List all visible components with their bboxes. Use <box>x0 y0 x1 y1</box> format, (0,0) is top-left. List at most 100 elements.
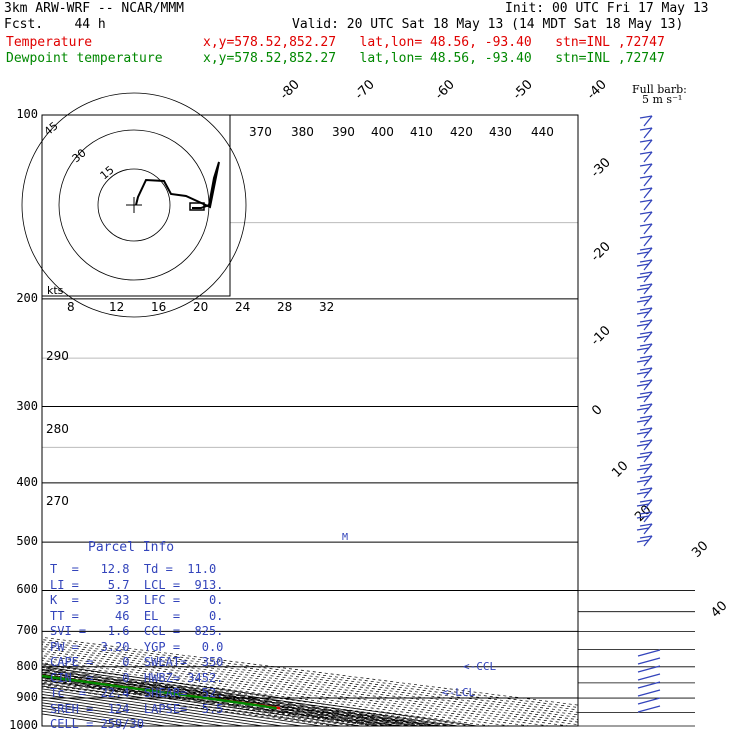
wind-barb <box>639 295 653 299</box>
dry-adiabat <box>42 641 578 711</box>
wind-barb <box>643 211 653 223</box>
wind-barb-low <box>637 705 661 713</box>
wind-barb <box>639 319 653 323</box>
wind-barb <box>643 259 653 271</box>
parcel-info-row: SVI = 1.6 CCL = 825. <box>50 624 224 638</box>
wind-barb <box>636 539 650 543</box>
parcel-info-panel: Parcel Info T = 12.8 Td = 11.0 LI = 5.7 L… <box>44 538 230 731</box>
dewpoint-line <box>42 674 277 710</box>
wind-barb <box>643 535 653 547</box>
wind-barb-low <box>637 665 661 673</box>
wind-barb <box>636 515 650 519</box>
wind-barb-low <box>637 689 661 697</box>
isotherm-label: -80 <box>277 77 303 103</box>
wind-barb <box>639 307 653 311</box>
wind-barb <box>639 331 653 335</box>
wind-barb <box>643 115 653 127</box>
pressure-label: 1000 <box>9 718 38 732</box>
hodograph-trace <box>135 161 220 209</box>
wind-barb <box>639 439 653 443</box>
pressure-label: 100 <box>16 107 38 121</box>
wind-barb <box>636 407 650 411</box>
wind-barb <box>639 535 653 539</box>
hodograph-ring <box>97 168 171 242</box>
wind-barb <box>639 163 653 167</box>
wind-barb <box>639 127 653 131</box>
wind-barb <box>639 283 653 287</box>
wind-barb <box>636 287 650 291</box>
isotherm-label: -40 <box>584 77 610 103</box>
wind-barb <box>639 139 653 143</box>
theta-label: 440 <box>531 125 554 139</box>
wind-barb <box>639 511 653 515</box>
wind-barb <box>639 271 653 275</box>
wind-barb <box>639 403 653 407</box>
wind-barb <box>643 463 653 475</box>
hodograph-x-label: 32 <box>319 300 334 314</box>
parcel-info-row: CAPE = 0 SWEAT= 350 <box>50 655 224 669</box>
wind-barb <box>643 379 653 391</box>
pressure-label: 900 <box>16 690 38 705</box>
hodograph-unit: kts <box>47 284 64 297</box>
wind-barb <box>643 295 653 307</box>
wind-barb-low <box>637 649 661 657</box>
wind-barb-low <box>637 673 661 681</box>
lcl-annotation: <-LCL <box>442 686 475 699</box>
wind-barb <box>639 379 653 383</box>
wind-barb <box>639 355 653 359</box>
theta-label: 270 <box>46 494 69 508</box>
wind-barb <box>643 199 653 211</box>
ccl-annotation: <-CCL <box>463 660 496 673</box>
wind-barb <box>639 247 653 251</box>
theta-label: 290 <box>46 349 69 363</box>
moist-adiabat <box>42 677 396 726</box>
mixing-ratio-line <box>42 680 364 726</box>
wind-barb <box>643 187 653 199</box>
wind-barb <box>643 511 653 523</box>
isotherm-label: 40 <box>708 599 730 621</box>
wind-barb <box>639 367 653 371</box>
parcel-info-row: LI = 5.7 LCL = 913. <box>50 577 224 592</box>
wind-barb <box>643 163 653 175</box>
dry-adiabat <box>42 639 578 708</box>
plot-frame <box>41 114 579 727</box>
dry-adiabat <box>42 657 569 726</box>
wind-barb <box>636 527 650 531</box>
wind-barb <box>639 499 653 503</box>
wind-barb <box>643 319 653 331</box>
wind-barb <box>639 475 653 479</box>
mixing-ratio-line <box>42 673 413 726</box>
moist-adiabat <box>42 672 427 726</box>
barb-legend-value: 5 m s⁻¹ <box>642 93 682 106</box>
wind-barb <box>639 211 653 215</box>
wind-barb <box>636 503 650 507</box>
isotherm-label: -10 <box>588 323 614 349</box>
wind-barbs <box>636 115 661 713</box>
wind-barb <box>636 323 650 327</box>
isotherm-label: -60 <box>432 77 458 103</box>
hodograph-x-label: 8 <box>67 300 75 314</box>
wind-barb <box>636 347 650 351</box>
wind-barb <box>639 463 653 467</box>
wind-barb <box>639 415 653 419</box>
theta-label: 280 <box>46 422 69 436</box>
wind-barb <box>636 383 650 387</box>
wind-barb <box>639 151 653 155</box>
wind-barb <box>643 523 653 535</box>
wind-barb <box>636 467 650 471</box>
wind-barb <box>643 331 653 343</box>
temperature-legend: Temperature <box>6 35 93 50</box>
theta-label: 400 <box>371 125 394 139</box>
sounding-series <box>42 674 281 710</box>
wind-barb-low <box>637 657 661 665</box>
wind-barb <box>643 235 653 247</box>
wind-barb <box>639 223 653 227</box>
temperature-location: x,y=578.52,852.27 lat,lon= 48.56, -93.40… <box>203 35 665 50</box>
parcel-info-row: K = 33 LFC = 0. <box>50 593 224 607</box>
wind-barb <box>636 359 650 363</box>
dewpoint-legend: Dewpoint temperature <box>6 51 163 66</box>
wind-barb <box>643 307 653 319</box>
hodograph-x-label: 16 <box>151 300 166 314</box>
wind-barb <box>643 487 653 499</box>
